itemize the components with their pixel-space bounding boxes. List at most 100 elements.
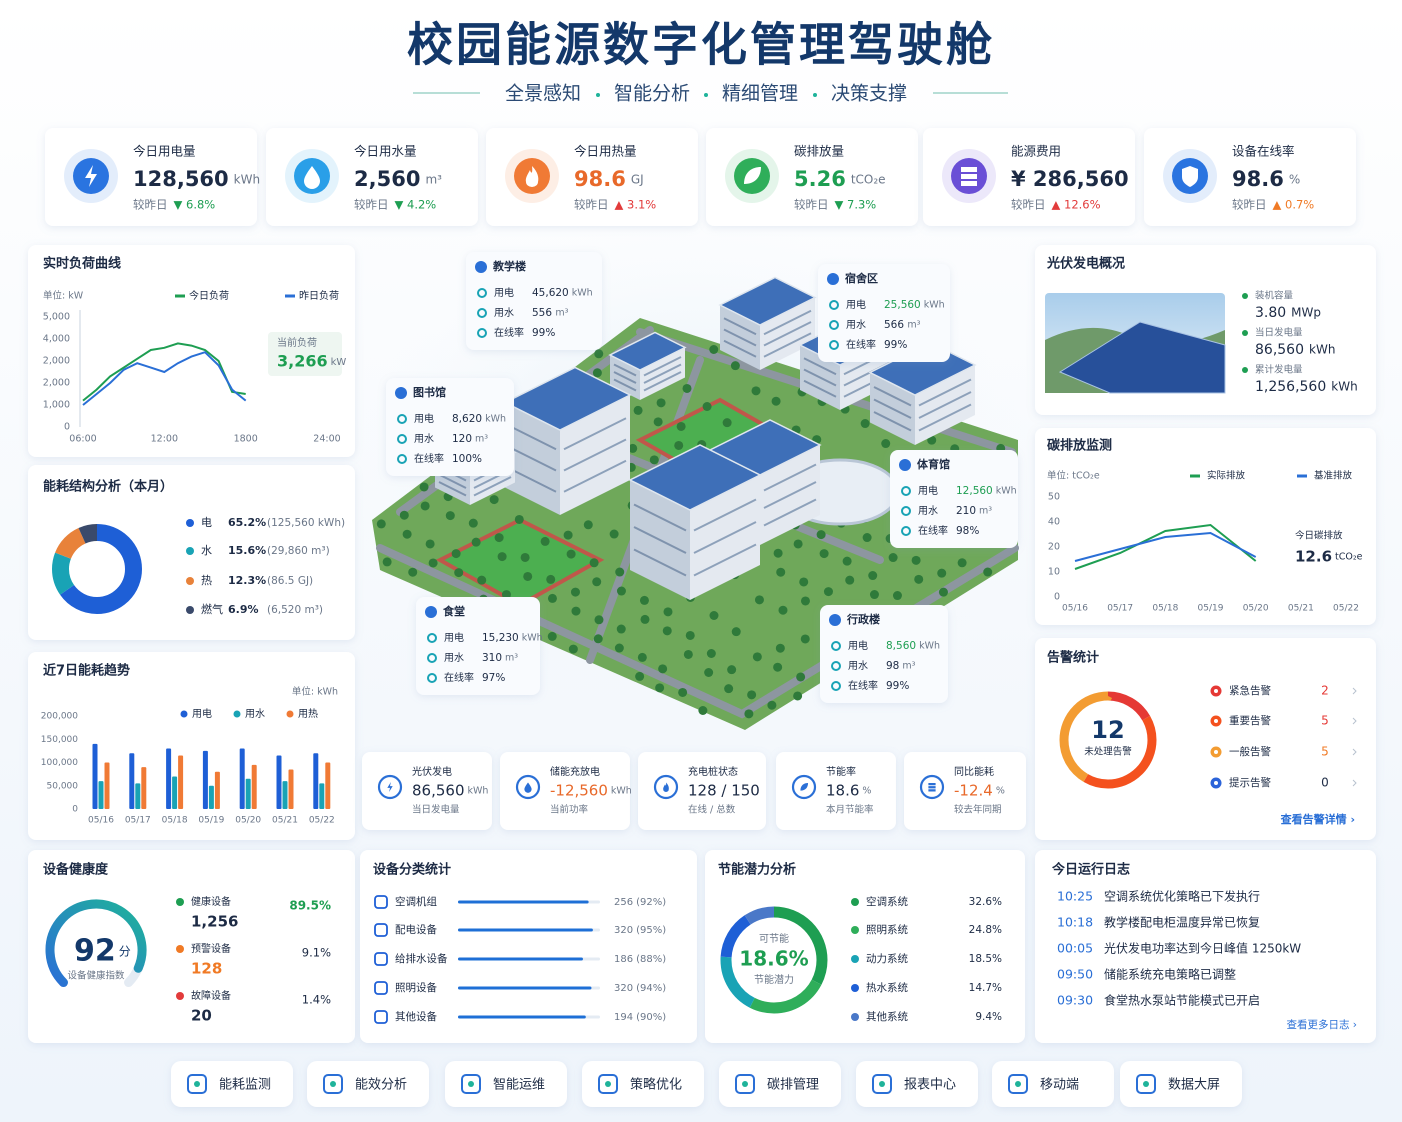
row-dot: [831, 681, 841, 691]
legend-label: 电: [201, 516, 212, 529]
row-label: 用水: [494, 307, 514, 319]
item-label: 其他系统: [866, 1010, 908, 1023]
tree: [589, 558, 599, 568]
row-value: 97%: [482, 672, 505, 684]
x-tick-label: 05/19: [1198, 604, 1224, 614]
bar: [202, 750, 208, 809]
tree: [776, 567, 786, 577]
row-value: 99%: [884, 339, 907, 351]
stat-glyph: [928, 782, 936, 792]
chevron: [1352, 717, 1357, 725]
legend-label: 热: [201, 574, 212, 587]
nav-label: 碳排管理: [767, 1078, 819, 1093]
tree: [546, 574, 556, 584]
legend-dot: [851, 926, 859, 934]
nav-item[interactable]: 报表中心: [856, 1061, 978, 1107]
stat-card: [362, 752, 492, 830]
nav-icon: [1008, 1074, 1028, 1094]
tree: [771, 396, 781, 406]
row-dot: [901, 526, 911, 536]
separator-dot: [596, 93, 600, 97]
share-label: 6.9%: [228, 603, 259, 616]
window-row: [763, 481, 817, 509]
detail-label: (29,860 m³): [267, 545, 330, 557]
icon-glyph: [304, 166, 320, 189]
legend-dot: [851, 1013, 859, 1021]
nav-item[interactable]: 移动端: [992, 1061, 1114, 1107]
tree: [869, 590, 879, 600]
y-tick-label: 100,000: [41, 758, 78, 768]
icon-glyph: [961, 167, 977, 186]
nav-item[interactable]: 能效分析: [307, 1061, 429, 1107]
window-row: [723, 328, 757, 347]
row-label: 在线率: [848, 679, 878, 692]
card: [705, 850, 1025, 1043]
tree: [892, 591, 902, 601]
tree: [682, 383, 692, 393]
tree: [747, 690, 757, 700]
unit-label: 单位: kW: [43, 290, 84, 302]
stat-unit: kWh: [611, 786, 632, 797]
pv-label: 当日发电量: [1255, 327, 1303, 339]
x-tick-label: 05/18: [1152, 604, 1178, 614]
item-label: 空调系统: [866, 895, 908, 908]
kpi-value: 98.6: [1232, 167, 1284, 191]
x-tick-label: 12:00: [151, 434, 178, 445]
icon-glyph: [1182, 166, 1198, 187]
tree: [685, 630, 695, 640]
card-title: 今日运行日志: [1051, 862, 1130, 878]
item-share: 89.5%: [289, 899, 331, 913]
log-time: 00:05: [1057, 941, 1093, 956]
item-rate: (92%): [636, 897, 666, 908]
item-rate: (90%): [636, 1012, 666, 1023]
legend-label: 用电: [192, 707, 212, 720]
tree: [420, 501, 430, 511]
tree: [796, 672, 806, 682]
x-tick-label: 24:00: [313, 434, 340, 445]
bar: [92, 743, 98, 809]
log-link[interactable]: 查看更多日志 ›: [1286, 1018, 1357, 1031]
tree: [752, 652, 762, 662]
tree: [616, 624, 626, 634]
kpi-label: 能源费用: [1011, 144, 1061, 159]
tree: [731, 627, 741, 637]
legend-label: 用热: [298, 707, 318, 720]
item-label: 故障设备: [191, 989, 231, 1002]
row-label: 用水: [414, 433, 434, 445]
tree: [724, 684, 734, 694]
window-row: [803, 368, 837, 387]
nav-item[interactable]: 智能运维: [445, 1061, 567, 1107]
y-tick-label: 2,000: [43, 356, 70, 367]
item-share: 9.4%: [975, 1011, 1002, 1023]
item-count: 128: [191, 960, 222, 978]
stat-card: [638, 752, 766, 830]
nav-item[interactable]: 策略优化: [582, 1061, 704, 1107]
nav-label: 能效分析: [355, 1078, 407, 1093]
nav-item[interactable]: 数据大屏: [1120, 1061, 1242, 1107]
alarm-link[interactable]: 查看告警详情 ›: [1281, 812, 1355, 826]
gauge-caption: 设备健康指数: [67, 970, 125, 982]
window-row: [873, 398, 912, 419]
item-count: 20: [191, 1007, 212, 1025]
legend-dot: [1242, 330, 1248, 336]
tree: [637, 652, 647, 662]
building-card: [386, 378, 514, 476]
window-row: [763, 321, 812, 347]
bar: [245, 778, 251, 809]
stat-sub: 本月节能率: [826, 804, 874, 816]
tree: [540, 536, 550, 546]
ring-segment: [1059, 691, 1157, 789]
tree: [628, 443, 638, 453]
stat-value: 18.6: [826, 782, 859, 800]
nav-item[interactable]: 碳排管理: [719, 1061, 841, 1107]
row-dot: [477, 328, 487, 338]
row-dot: [829, 340, 839, 350]
kpi-change: ▼ 4.2%: [395, 198, 437, 212]
row-label: 在线率: [918, 524, 948, 537]
x-tick-label: 05/21: [1288, 604, 1314, 614]
alarm-icon-dot: [1214, 689, 1218, 693]
nav-item[interactable]: 能耗监测: [171, 1061, 293, 1107]
x-tick-label: 05/17: [1107, 604, 1133, 614]
tree: [547, 593, 557, 603]
tree: [594, 349, 604, 359]
